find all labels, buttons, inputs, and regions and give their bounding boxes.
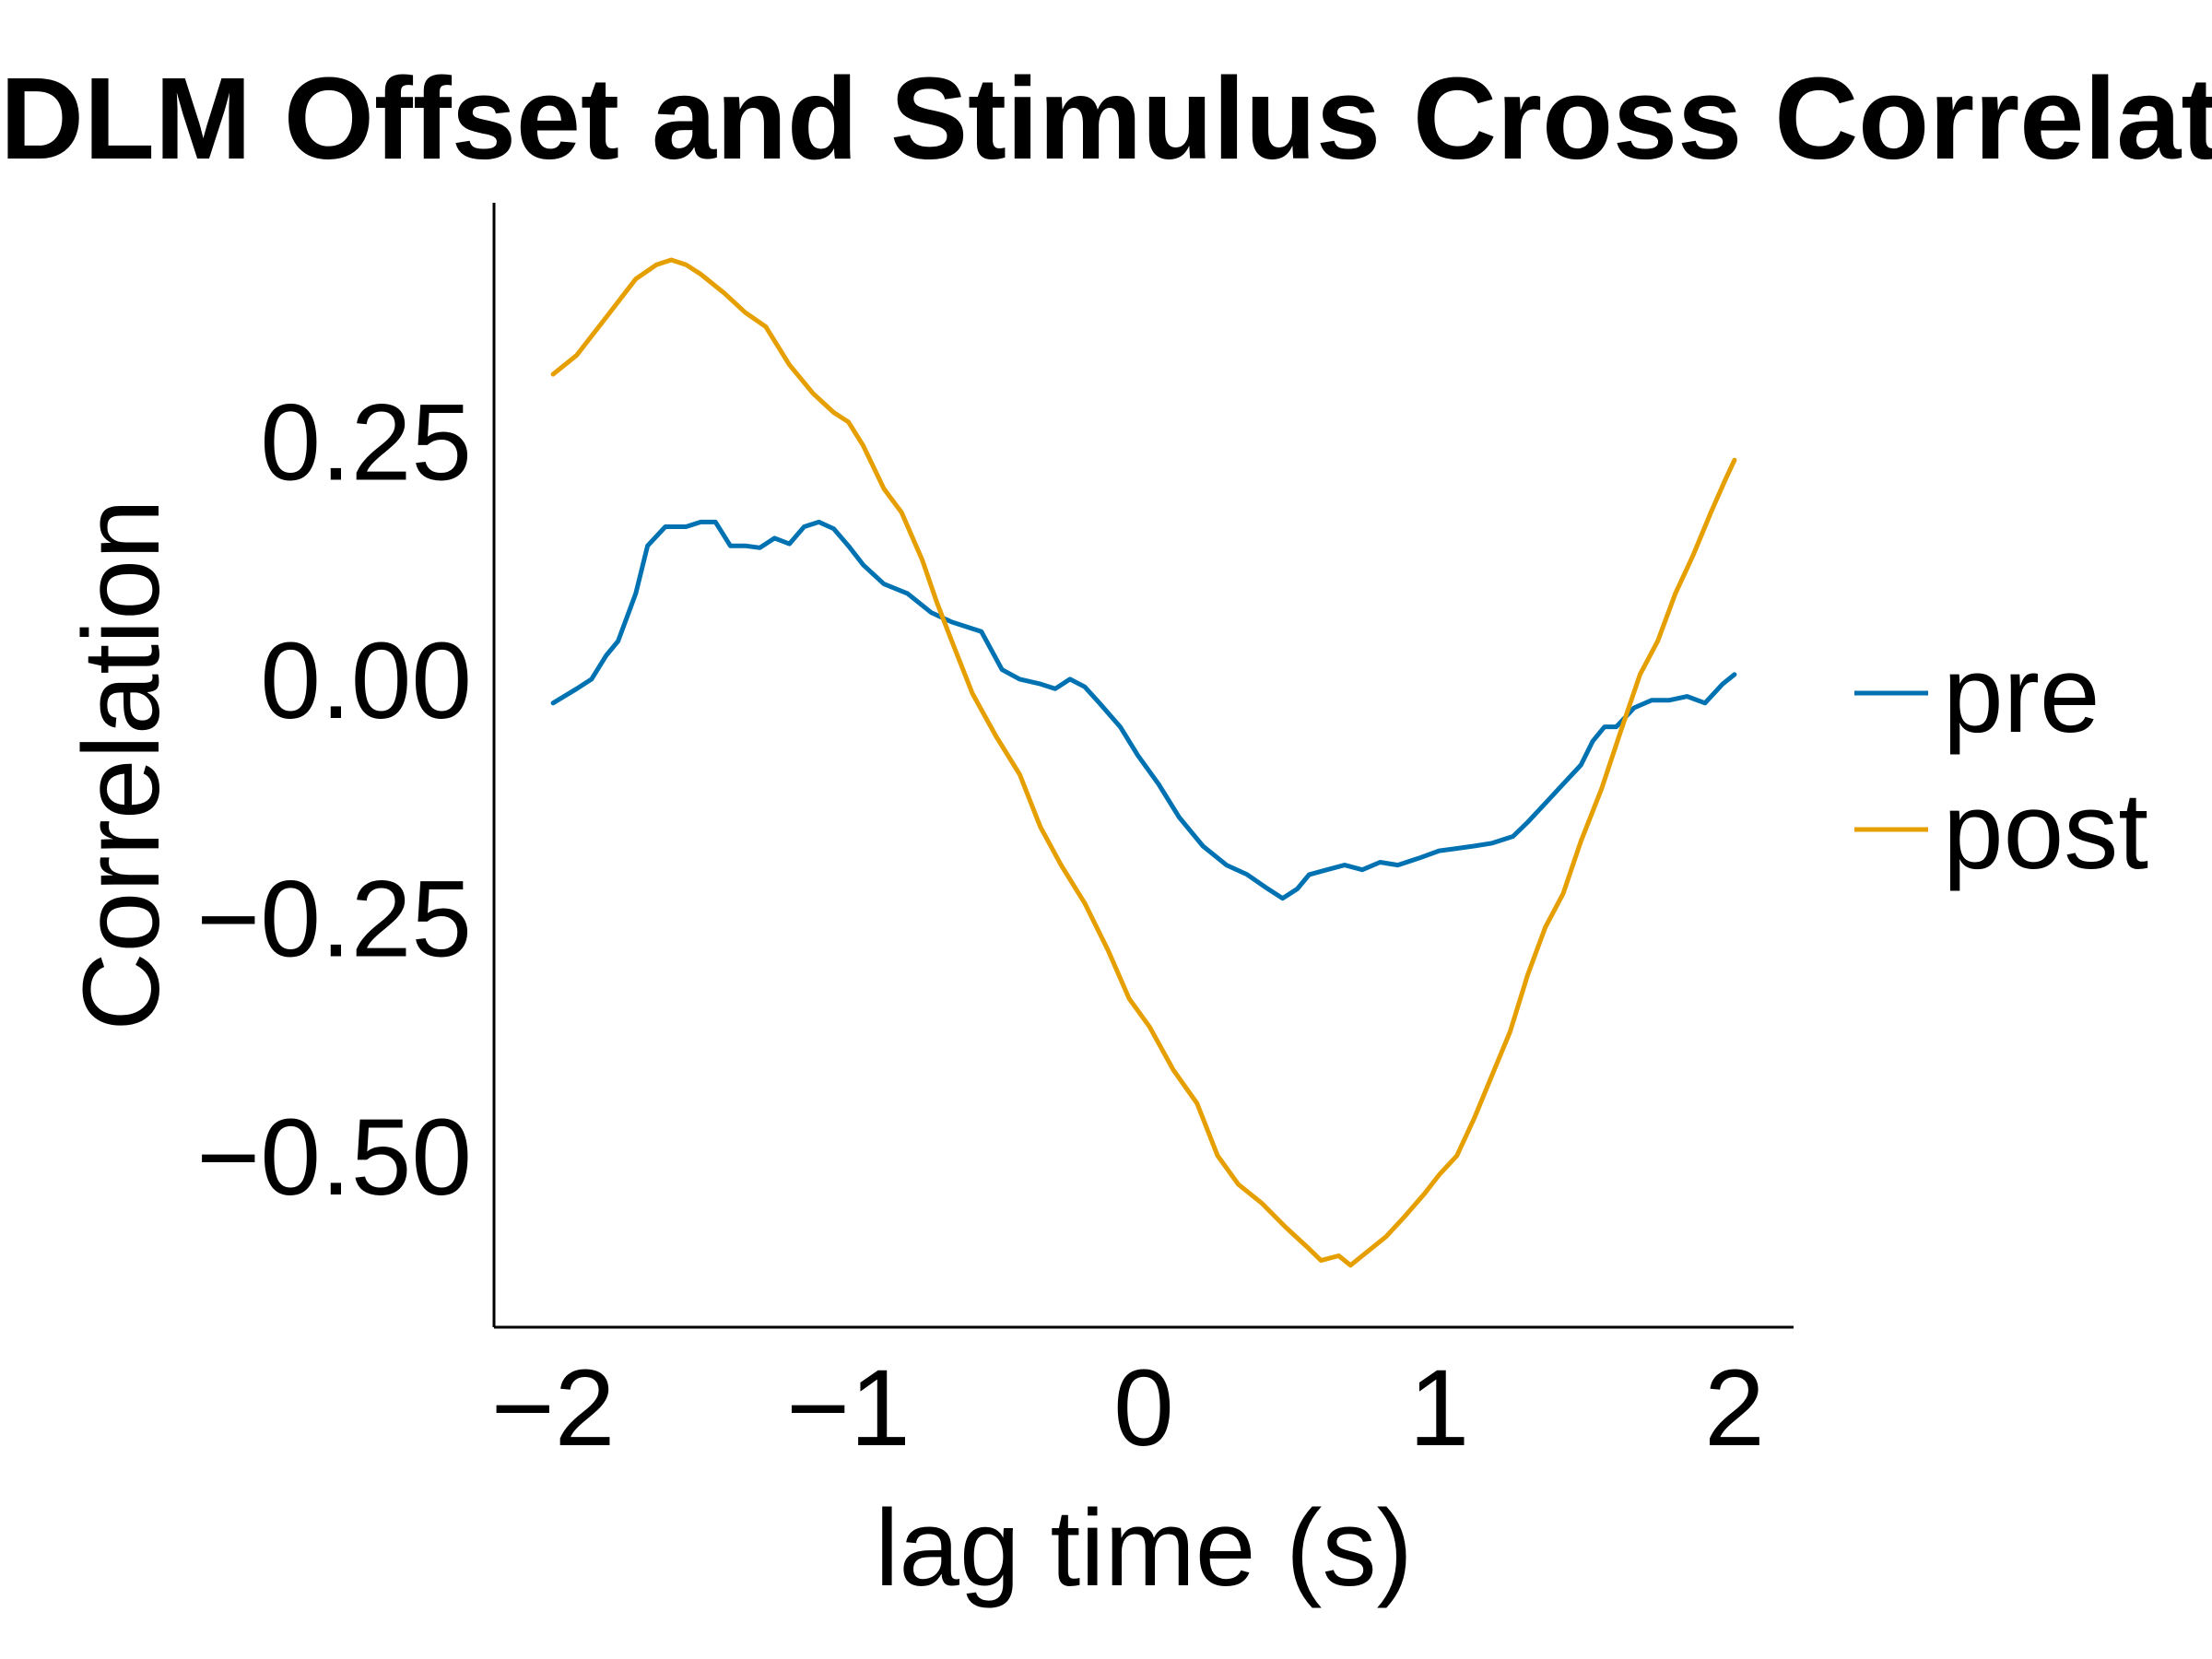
series-lines [550,257,1737,1268]
y-tick-label: −0.50 [196,1097,472,1218]
x-tick-label: 0 [1113,1347,1174,1469]
legend: pre post [1854,634,2148,892]
series-line-pre [550,519,1737,901]
legend-label-post: post [1943,771,2148,892]
y-tick-label: −0.25 [196,858,472,980]
x-tick-label: 2 [1704,1347,1765,1469]
x-tick-label: 1 [1409,1347,1470,1469]
x-tick-labels: −2 −1 0 1 2 [491,1347,1765,1469]
x-axis-label: lag time (s) [875,1488,1413,1609]
x-tick-label: −2 [491,1347,616,1469]
legend-label-pre: pre [1943,634,2100,756]
series-line-post [550,257,1737,1268]
chart-title: DLM Offset and Stimulus Cross Correlatio [0,53,2212,183]
y-tick-labels: 0.25 0.00 −0.25 −0.50 [196,382,472,1218]
y-axis-label: Correlation [61,499,182,1030]
y-tick-label: 0.00 [260,620,472,742]
y-tick-label: 0.25 [260,382,472,503]
x-tick-label: −1 [786,1347,911,1469]
axes [492,203,1794,1329]
